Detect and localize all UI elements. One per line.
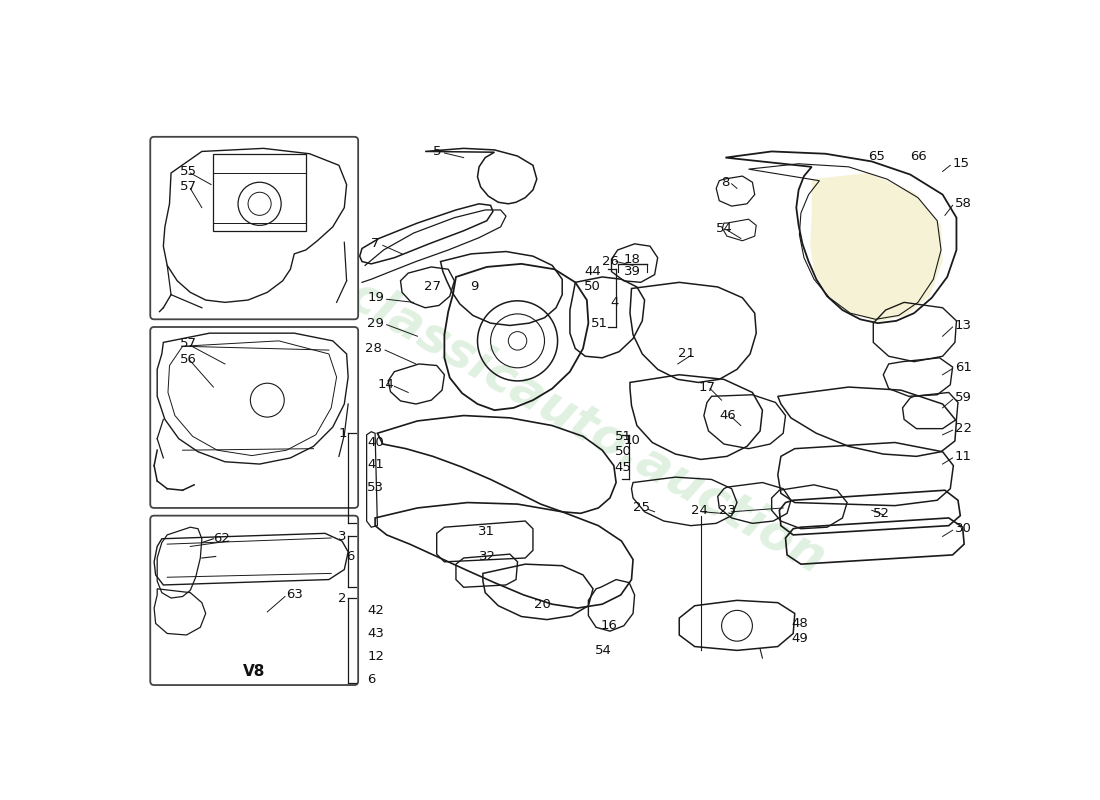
Text: 57: 57 xyxy=(180,180,197,194)
Text: 18: 18 xyxy=(624,253,640,266)
Text: 48: 48 xyxy=(791,617,807,630)
Text: 66: 66 xyxy=(911,150,927,162)
Text: 11: 11 xyxy=(955,450,972,463)
FancyBboxPatch shape xyxy=(151,327,359,508)
Text: 7: 7 xyxy=(372,238,379,250)
Text: 39: 39 xyxy=(624,265,640,278)
Text: 26: 26 xyxy=(603,255,619,268)
Text: 10: 10 xyxy=(624,434,640,447)
FancyBboxPatch shape xyxy=(151,137,359,319)
Text: 3: 3 xyxy=(338,530,346,543)
Text: 8: 8 xyxy=(722,176,730,189)
Text: 62: 62 xyxy=(213,532,230,546)
Text: 25: 25 xyxy=(634,502,650,514)
Text: 1: 1 xyxy=(338,426,346,440)
Text: 59: 59 xyxy=(955,391,971,404)
Text: 14: 14 xyxy=(377,378,394,391)
Text: 20: 20 xyxy=(535,598,551,610)
Text: 53: 53 xyxy=(367,481,384,494)
Text: 5: 5 xyxy=(433,145,441,158)
Text: 12: 12 xyxy=(367,650,384,663)
Text: 54: 54 xyxy=(594,644,612,657)
Text: 49: 49 xyxy=(791,632,807,646)
Text: 15: 15 xyxy=(953,158,969,170)
Text: 6: 6 xyxy=(367,673,376,686)
Text: 40: 40 xyxy=(367,436,384,449)
Text: 54: 54 xyxy=(716,222,733,235)
Text: 9: 9 xyxy=(470,281,478,294)
Text: 50: 50 xyxy=(615,446,631,458)
Text: 32: 32 xyxy=(480,550,496,563)
Text: 56: 56 xyxy=(180,353,197,366)
Text: 31: 31 xyxy=(477,525,495,538)
Text: classicauto.auction: classicauto.auction xyxy=(340,270,834,584)
Text: 30: 30 xyxy=(955,522,971,535)
Text: 4: 4 xyxy=(610,296,619,309)
Text: 52: 52 xyxy=(873,507,890,520)
Text: 42: 42 xyxy=(367,604,384,617)
Text: 19: 19 xyxy=(367,291,384,304)
Polygon shape xyxy=(810,173,943,322)
Text: 51: 51 xyxy=(592,317,608,330)
Text: 16: 16 xyxy=(601,619,617,632)
Text: 44: 44 xyxy=(584,265,601,278)
Text: 21: 21 xyxy=(678,347,695,361)
Text: 27: 27 xyxy=(424,281,441,294)
Text: 23: 23 xyxy=(719,504,736,517)
Text: 22: 22 xyxy=(955,422,972,435)
Text: 45: 45 xyxy=(615,461,631,474)
Text: 65: 65 xyxy=(868,150,884,162)
Text: 50: 50 xyxy=(584,281,601,294)
Text: 2: 2 xyxy=(338,591,346,605)
Text: 51: 51 xyxy=(615,430,631,443)
Text: 41: 41 xyxy=(367,458,384,470)
Text: 13: 13 xyxy=(955,319,972,332)
FancyBboxPatch shape xyxy=(151,516,359,685)
Text: V8: V8 xyxy=(243,665,265,679)
Text: 63: 63 xyxy=(286,589,304,602)
Text: 43: 43 xyxy=(367,627,384,640)
Text: 55: 55 xyxy=(180,165,197,178)
Text: 61: 61 xyxy=(955,361,971,374)
Text: 24: 24 xyxy=(691,504,707,517)
Text: 28: 28 xyxy=(365,342,382,355)
Text: 29: 29 xyxy=(367,317,384,330)
Text: 46: 46 xyxy=(719,409,736,422)
Text: 57: 57 xyxy=(180,338,197,350)
Text: 17: 17 xyxy=(698,381,715,394)
Text: 6: 6 xyxy=(346,550,355,563)
Text: 58: 58 xyxy=(955,198,971,210)
